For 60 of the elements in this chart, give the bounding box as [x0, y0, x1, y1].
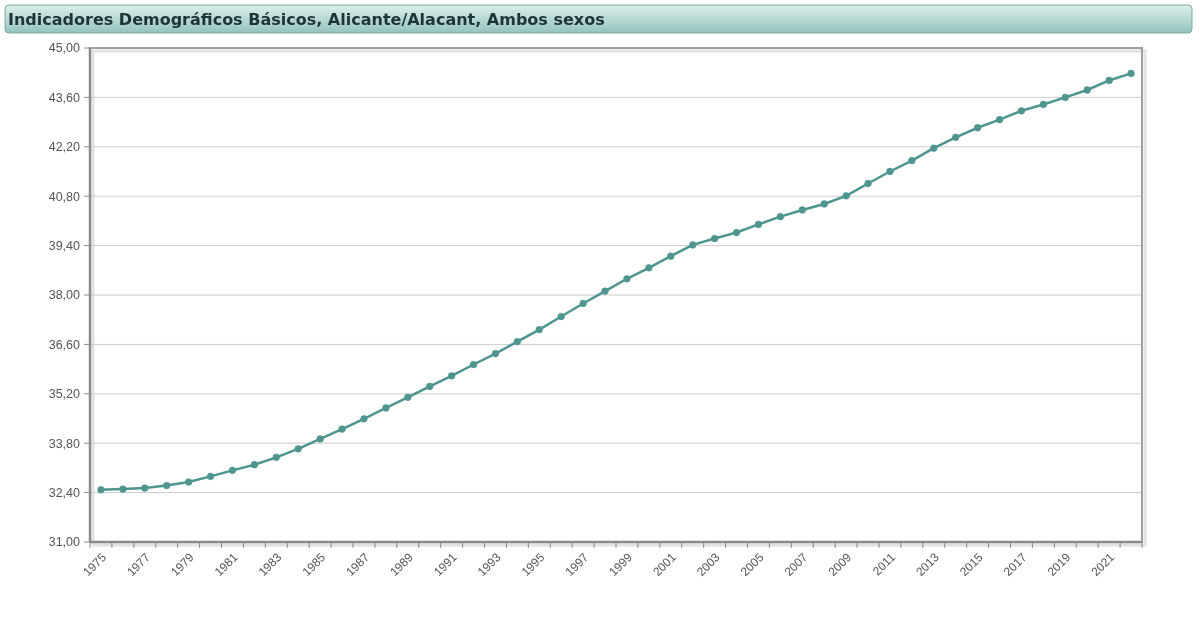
point: [97, 486, 105, 494]
point: [886, 167, 894, 176]
point: [163, 481, 171, 490]
point: [228, 466, 237, 474]
point: [535, 325, 543, 334]
point: [557, 312, 565, 321]
point: [447, 372, 456, 380]
point: [141, 484, 149, 492]
chart-title: Indicadores Demográficos Básicos, Alicante/Alacant, Ambos sexos: [8, 10, 605, 29]
point: [404, 393, 412, 401]
point: [1039, 100, 1048, 109]
point: [119, 485, 127, 493]
point: [294, 445, 302, 453]
point: [601, 287, 609, 295]
point: [382, 404, 390, 412]
point: [623, 275, 631, 283]
y-tick-label: 42,20: [48, 140, 81, 155]
point: [732, 228, 741, 237]
point: [513, 337, 522, 346]
point: [754, 220, 763, 229]
point: [250, 461, 259, 469]
point: [689, 241, 697, 249]
point: [820, 200, 828, 208]
point: [272, 453, 280, 461]
point: [973, 124, 982, 132]
y-tick-label: 39,40: [48, 238, 81, 253]
point: [776, 213, 785, 221]
y-tick-label: 35,20: [48, 387, 81, 402]
point: [798, 206, 806, 214]
y-tick-label: 45,00: [48, 41, 81, 56]
point: [469, 360, 478, 369]
point: [1127, 69, 1135, 78]
point: [1061, 93, 1069, 102]
point: [426, 382, 434, 391]
point: [491, 349, 500, 358]
point: [842, 192, 850, 200]
y-tick-label: 38,00: [48, 288, 81, 303]
point: [316, 435, 324, 443]
point: [1017, 107, 1026, 115]
point: [338, 425, 346, 433]
point: [995, 116, 1004, 124]
y-tick-label: 31,00: [48, 535, 81, 550]
point: [1083, 86, 1091, 94]
y-tick-label: 43,60: [48, 90, 81, 105]
point: [952, 133, 960, 141]
point: [710, 234, 719, 243]
point: [864, 179, 872, 188]
point: [206, 472, 215, 480]
point: [667, 252, 675, 260]
y-tick-label: 40,80: [48, 189, 81, 204]
y-tick-label: 33,80: [48, 436, 81, 451]
point: [579, 299, 587, 308]
point: [908, 156, 916, 165]
point: [930, 144, 938, 152]
point: [645, 264, 653, 272]
point: [360, 415, 368, 423]
y-tick-label: 32,40: [48, 485, 81, 500]
y-tick-label: 36,60: [48, 337, 81, 352]
point: [1105, 76, 1113, 85]
point: [184, 478, 193, 486]
